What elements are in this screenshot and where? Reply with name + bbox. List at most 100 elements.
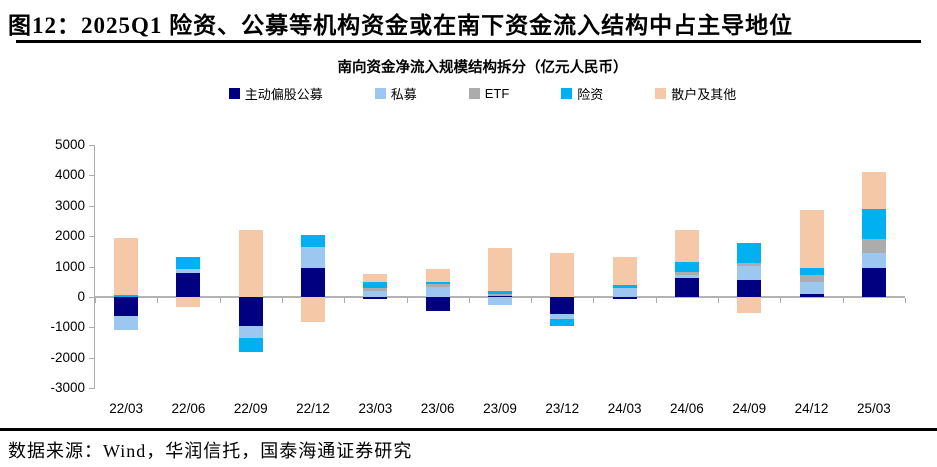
bar-segment bbox=[488, 248, 512, 291]
legend-swatch-icon bbox=[468, 88, 480, 99]
legend-swatch-icon bbox=[561, 88, 573, 99]
bar-segment bbox=[612, 284, 637, 289]
bar-segment bbox=[301, 296, 326, 323]
bar-segment bbox=[488, 295, 512, 297]
bar-segment bbox=[114, 237, 139, 295]
bar-segment bbox=[301, 246, 326, 268]
bar-segment bbox=[363, 281, 388, 289]
x-axis-label: 22/12 bbox=[296, 401, 330, 416]
y-axis-tick-label: 3000 bbox=[54, 197, 85, 213]
x-axis-label: 24/03 bbox=[607, 401, 642, 416]
legend-item-etf: ETF bbox=[468, 86, 510, 101]
y-axis-tick bbox=[89, 388, 95, 389]
legend-item-retail-others: 散户及其他 bbox=[655, 84, 736, 103]
bar-segment bbox=[799, 268, 824, 275]
bar-segment bbox=[176, 268, 201, 274]
x-axis-label: 23/09 bbox=[483, 401, 517, 416]
bar-segment bbox=[550, 253, 575, 297]
bar-segment bbox=[363, 296, 388, 299]
bar-segment bbox=[114, 316, 139, 330]
bar-segment bbox=[176, 296, 201, 307]
x-axis-tick bbox=[780, 297, 782, 303]
bar-segment bbox=[737, 296, 762, 313]
x-axis-label: 23/06 bbox=[420, 401, 455, 416]
legend-swatch-icon bbox=[228, 88, 240, 99]
figure-title: 图12：2025Q1 险资、公募等机构资金或在南下资金流入结构中占主导地位 bbox=[8, 13, 794, 38]
legend-swatch-icon bbox=[655, 88, 667, 99]
bar-segment bbox=[425, 296, 450, 311]
bar-segment bbox=[238, 337, 263, 352]
legend-item-insurance-funds: 险资 bbox=[561, 84, 603, 103]
bar-segment bbox=[612, 256, 637, 285]
y-axis-tick bbox=[89, 175, 95, 177]
bar-segment bbox=[674, 261, 699, 272]
bar-segment bbox=[799, 210, 824, 269]
bar-segment bbox=[425, 281, 450, 285]
y-axis-tick-label: 0 bbox=[77, 288, 85, 304]
bar-segment bbox=[612, 296, 637, 299]
bar-segment bbox=[238, 296, 263, 326]
bar-segment bbox=[612, 288, 637, 297]
y-axis-tick bbox=[89, 205, 95, 207]
x-axis-tick bbox=[718, 297, 720, 303]
bar-segment bbox=[488, 296, 512, 306]
bar-segment bbox=[114, 294, 139, 297]
x-axis-tick bbox=[95, 297, 96, 303]
bar-segment bbox=[363, 274, 388, 282]
bar-segment bbox=[425, 286, 450, 297]
bar-segment bbox=[176, 273, 201, 297]
x-axis-tick bbox=[593, 297, 595, 303]
x-axis-label: 24/12 bbox=[794, 401, 829, 416]
x-axis-tick bbox=[531, 297, 533, 303]
bar-segment bbox=[799, 281, 824, 295]
y-axis-tick bbox=[89, 236, 95, 238]
y-axis-tick-label: 2000 bbox=[54, 228, 85, 244]
bar-segment bbox=[861, 239, 886, 253]
bar-segment bbox=[861, 252, 886, 268]
legend-label: ETF bbox=[484, 86, 510, 101]
x-axis-tick bbox=[905, 297, 906, 303]
bar-segment bbox=[861, 172, 886, 209]
y-axis-tick bbox=[89, 327, 95, 329]
title-divider bbox=[16, 40, 921, 43]
y-axis-tick-label: 1000 bbox=[54, 258, 85, 274]
x-axis-tick bbox=[468, 297, 470, 303]
bar-segment bbox=[301, 268, 326, 297]
y-axis-tick-label: 4000 bbox=[54, 167, 85, 183]
y-axis-tick bbox=[89, 296, 95, 298]
x-axis-tick bbox=[219, 297, 221, 303]
bar-segment bbox=[488, 294, 512, 296]
legend-label: 险资 bbox=[577, 87, 604, 102]
y-axis-tick-label: -2000 bbox=[50, 349, 85, 365]
bar-segment bbox=[674, 274, 699, 279]
x-axis-tick bbox=[406, 297, 408, 303]
bar-segment bbox=[737, 280, 762, 297]
plot-area: 5000 4000 3000 2000 1000 0 -1000 -2000 -3000 22/0… bbox=[50, 137, 906, 416]
bar-segment bbox=[674, 271, 699, 275]
y-axis-tick bbox=[89, 266, 95, 268]
bar-segment bbox=[674, 230, 699, 262]
x-axis-label: 22/06 bbox=[171, 401, 206, 416]
x-axis-tick bbox=[842, 297, 844, 303]
x-axis-label: 23/03 bbox=[358, 401, 393, 416]
y-axis-tick-label: -1000 bbox=[50, 319, 85, 335]
footer-divider bbox=[0, 428, 937, 431]
bar-segment bbox=[176, 257, 201, 269]
y-axis-tick bbox=[89, 357, 95, 359]
x-axis-tick bbox=[655, 297, 657, 303]
x-axis-label: 22/09 bbox=[233, 401, 268, 416]
x-axis-label: 24/09 bbox=[732, 401, 767, 416]
chart-legend: 主动偏股公募 私募 ETF 险资 散户及其他 bbox=[60, 84, 905, 103]
x-axis-label: 23/12 bbox=[545, 401, 580, 416]
bar-segment bbox=[799, 275, 824, 282]
x-axis-tick bbox=[344, 297, 346, 303]
legend-label: 散户及其他 bbox=[671, 87, 737, 102]
y-axis-tick bbox=[89, 145, 95, 146]
x-axis-tick bbox=[281, 297, 283, 303]
chart-title: 南向资金净流入规模结构拆分（亿元人民币） bbox=[337, 60, 628, 76]
bar-segment bbox=[799, 294, 824, 297]
data-source: 数据来源：Wind，华润信托，国泰海通证券研究 bbox=[8, 441, 413, 461]
bar-segment bbox=[737, 243, 762, 264]
bar-segment bbox=[674, 278, 699, 297]
bar-segment bbox=[238, 325, 263, 338]
